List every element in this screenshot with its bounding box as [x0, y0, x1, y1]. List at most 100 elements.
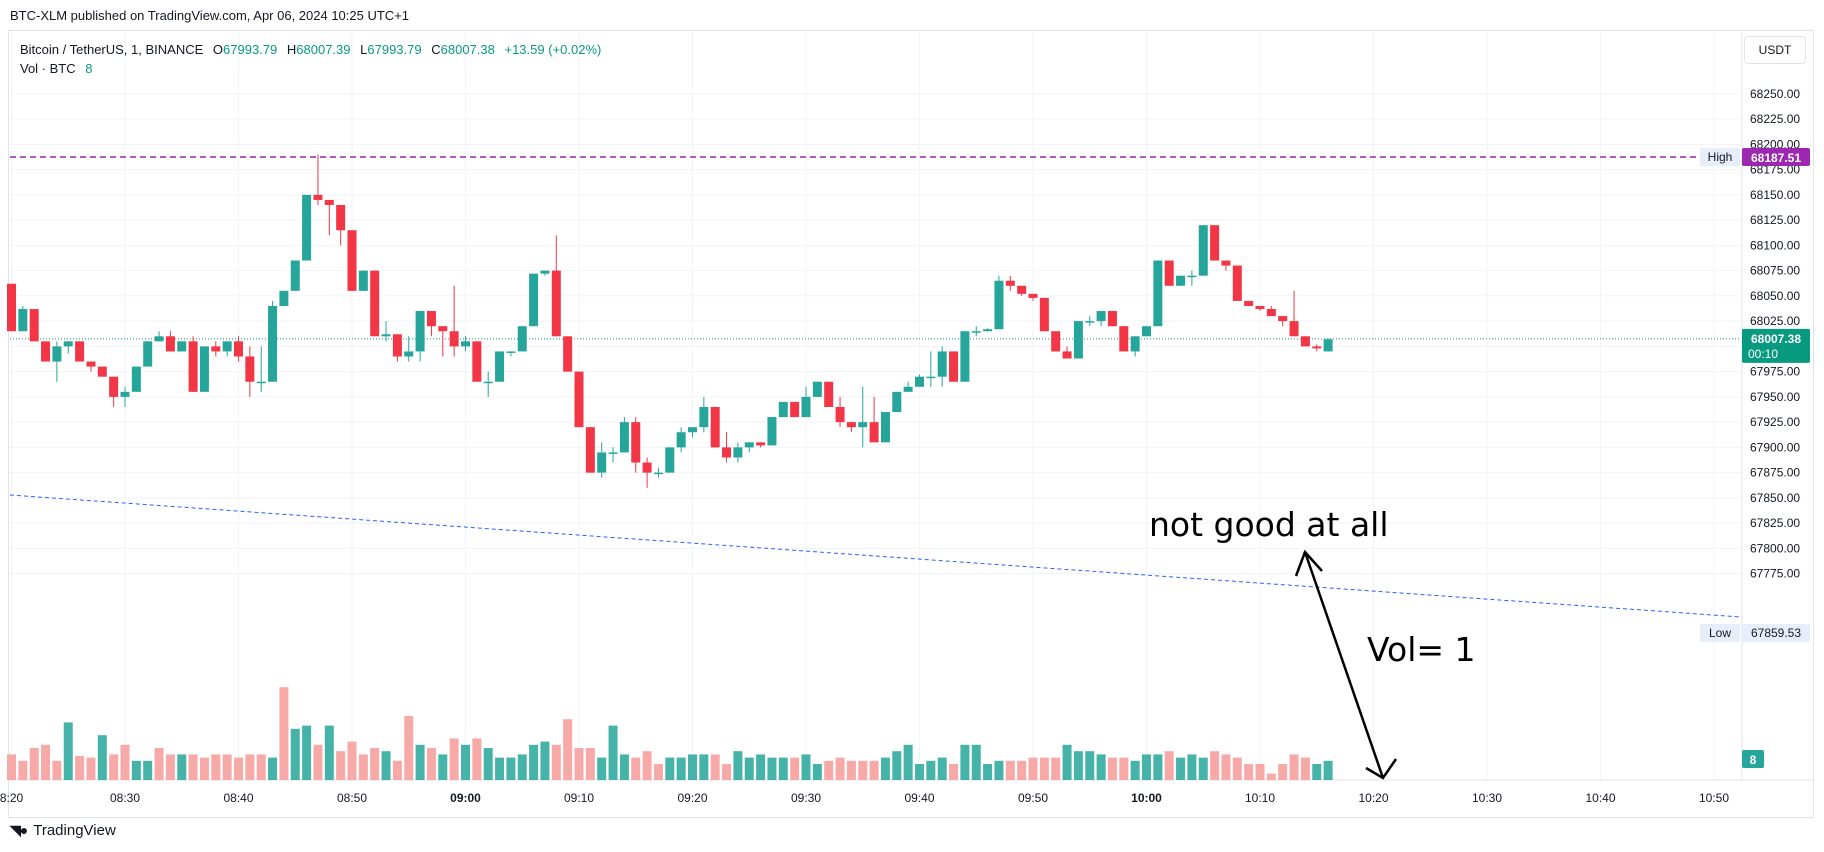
trend-line — [9, 494, 1742, 618]
legend-change: +13.59 (+0.02%) — [504, 42, 602, 57]
low-label: Low — [1709, 626, 1731, 640]
candle-body — [767, 417, 777, 446]
legend-volume-value: 8 — [85, 61, 93, 76]
volume-bar — [483, 748, 493, 780]
candle-body — [1266, 309, 1276, 317]
high-label: High — [1708, 150, 1733, 164]
volume-bar — [597, 757, 607, 780]
candle-body — [461, 341, 470, 347]
volume-bar — [1142, 754, 1151, 780]
candle-body — [199, 346, 209, 392]
candle-body — [268, 305, 278, 382]
volume-bar — [188, 754, 198, 780]
volume-bar — [1039, 757, 1049, 780]
candle-body — [1323, 339, 1333, 352]
legend-volume-label[interactable]: Vol · BTC — [20, 61, 76, 76]
volume-bar — [983, 764, 993, 780]
volume-bar — [256, 754, 266, 780]
volume-bar — [472, 738, 482, 780]
volume-bar — [642, 751, 652, 780]
volume-bar — [336, 751, 346, 780]
legend-high: 68007.39 — [296, 42, 351, 57]
low-value-badge — [1742, 624, 1810, 642]
volume-bar — [1255, 764, 1265, 780]
candle-body — [347, 230, 357, 291]
volume-bar — [1187, 754, 1197, 780]
tradingview-logo[interactable]: ◥● TradingView — [10, 822, 116, 839]
candle-body — [438, 326, 448, 332]
volume-bar — [109, 754, 119, 780]
tradingview-logo-icon: ◥● — [10, 822, 28, 838]
volume-bar — [1051, 757, 1061, 780]
candle-body — [449, 331, 459, 347]
candle-body — [1244, 300, 1254, 306]
candle-body — [279, 290, 289, 306]
candle-body — [1312, 346, 1322, 349]
volume-bar — [370, 748, 380, 780]
volume-bar — [199, 757, 209, 780]
candle-body — [120, 391, 130, 397]
volume-bar — [324, 725, 334, 780]
volume-bar — [1164, 751, 1174, 780]
candle-body — [937, 351, 947, 377]
volume-bar — [1153, 754, 1163, 780]
volume-bar — [1107, 757, 1117, 780]
candle-body — [1142, 326, 1151, 337]
price-tick-label: 68175.00 — [1750, 163, 1800, 177]
volume-bar — [290, 728, 300, 780]
volume-bar — [131, 760, 141, 780]
volume-bar — [1312, 764, 1322, 780]
legend-low: 67993.79 — [367, 42, 422, 57]
volume-bar — [449, 738, 459, 780]
candle-body — [1221, 260, 1231, 266]
volume-bar — [392, 760, 402, 780]
volume-bar — [165, 754, 175, 780]
price-tick-label: 67825.00 — [1750, 516, 1800, 530]
candle-body — [869, 422, 879, 443]
candle-body — [722, 447, 732, 458]
low-label-bg — [1700, 624, 1740, 642]
candle-body — [143, 341, 153, 367]
volume-bar — [744, 757, 754, 780]
price-tick-label: 67800.00 — [1750, 541, 1800, 555]
candle-body — [529, 273, 539, 327]
candle-body — [1096, 311, 1106, 322]
volume-bar — [960, 744, 970, 780]
candle-body — [608, 452, 618, 454]
volume-bar — [994, 760, 1004, 780]
price-tick-label: 67975.00 — [1750, 365, 1800, 379]
candle-body — [86, 361, 96, 367]
high-label-bg — [1700, 148, 1740, 166]
publish-line: BTC-XLM published on TradingView.com, Ap… — [10, 8, 410, 23]
candle-body — [846, 422, 856, 428]
volume-bar — [506, 757, 516, 780]
volume-bar — [1278, 764, 1288, 780]
candle-body — [540, 270, 550, 274]
price-tick-label: 68025.00 — [1750, 314, 1800, 328]
candle-body — [880, 412, 890, 443]
volume-bar — [585, 748, 595, 780]
volume-bar — [1198, 757, 1208, 780]
price-tick-label: 68075.00 — [1750, 264, 1800, 278]
legend-low-key: L — [360, 42, 368, 57]
time-tick-label: 10:10 — [1245, 791, 1275, 805]
currency-button[interactable]: USDT — [1744, 36, 1806, 64]
volume-bar — [41, 744, 51, 780]
volume-bar — [18, 760, 28, 780]
candle-body — [574, 371, 584, 428]
candle-body — [165, 336, 175, 352]
candle-body — [426, 311, 436, 327]
volume-bar — [722, 764, 732, 780]
time-tick-label: 09:30 — [791, 791, 821, 805]
candle-body — [290, 260, 300, 291]
candle-body — [1039, 297, 1049, 332]
legend-symbol[interactable]: Bitcoin / TetherUS, 1, BINANCE — [20, 42, 204, 57]
volume-bar — [529, 744, 539, 780]
candle-body — [631, 422, 641, 463]
candle-body — [665, 447, 675, 473]
candle-body — [52, 346, 62, 362]
candle-body — [1028, 293, 1038, 298]
candle-body — [960, 331, 970, 382]
volume-bar — [313, 744, 323, 780]
